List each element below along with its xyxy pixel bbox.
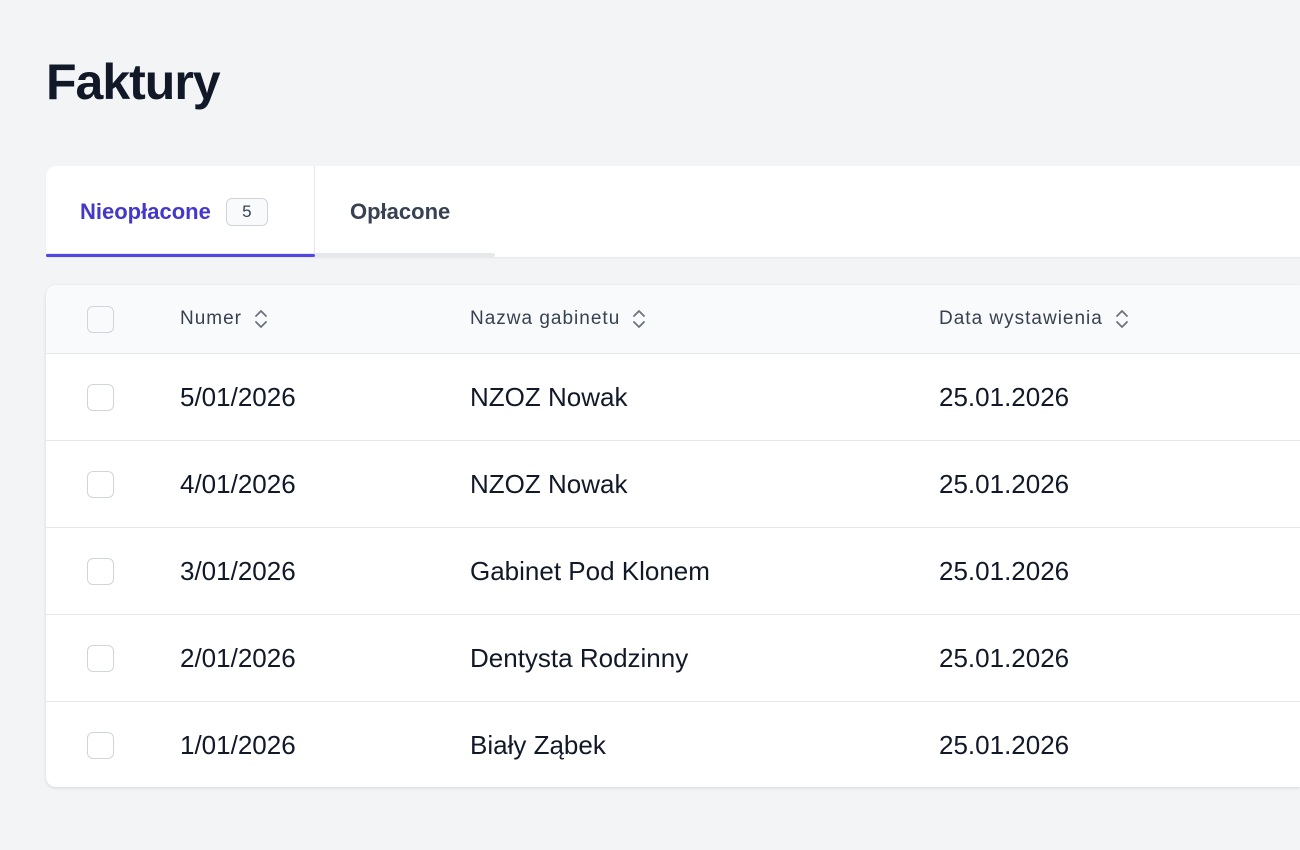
- column-header-name-label: Nazwa gabinetu: [470, 308, 621, 329]
- invoice-number: 5/01/2026: [180, 381, 296, 412]
- row-checkbox[interactable]: [87, 384, 114, 411]
- table-row[interactable]: 5/01/2026 NZOZ Nowak 25.01.2026: [46, 354, 1300, 441]
- issue-date: 25.01.2026: [939, 468, 1070, 499]
- invoice-number: 2/01/2026: [180, 642, 296, 673]
- clinic-name: NZOZ Nowak: [470, 381, 628, 412]
- issue-date: 25.01.2026: [939, 381, 1070, 412]
- sort-icon: [255, 310, 267, 328]
- page-title: Faktury: [46, 54, 221, 110]
- table-row[interactable]: 1/01/2026 Biały Ząbek 25.01.2026: [46, 702, 1300, 787]
- clinic-name: Dentysta Rodzinny: [470, 642, 689, 673]
- column-header-date[interactable]: Data wystawienia: [939, 307, 1131, 331]
- invoices-table: Numer Nazwa gabinetu Data wystawienia: [46, 285, 1300, 787]
- table-row[interactable]: 4/01/2026 NZOZ Nowak 25.01.2026: [46, 441, 1300, 528]
- tab-unpaid-label: Nieopłacone: [80, 198, 211, 224]
- invoice-number: 1/01/2026: [180, 729, 296, 760]
- sort-icon: [633, 310, 646, 328]
- column-header-number-label: Numer: [180, 308, 243, 329]
- tab-unpaid[interactable]: Nieopłacone 5: [46, 166, 315, 257]
- clinic-name: NZOZ Nowak: [470, 468, 628, 499]
- issue-date: 25.01.2026: [939, 555, 1070, 586]
- table-row[interactable]: 2/01/2026 Dentysta Rodzinny 25.01.2026: [46, 615, 1300, 702]
- tab-unpaid-count-badge: 5: [225, 197, 268, 226]
- column-header-date-label: Data wystawienia: [939, 308, 1103, 329]
- tab-paid[interactable]: Opłacone: [315, 166, 450, 257]
- issue-date: 25.01.2026: [939, 729, 1070, 760]
- clinic-name: Gabinet Pod Klonem: [470, 555, 710, 586]
- invoice-tabs: Nieopłacone 5 Opłacone: [46, 166, 1300, 257]
- row-checkbox[interactable]: [87, 732, 114, 759]
- sort-icon: [1115, 310, 1128, 328]
- row-checkbox[interactable]: [87, 471, 114, 498]
- row-checkbox[interactable]: [87, 645, 114, 672]
- clinic-name: Biały Ząbek: [470, 729, 606, 760]
- table-row[interactable]: 3/01/2026 Gabinet Pod Klonem 25.01.2026: [46, 528, 1300, 615]
- column-header-number[interactable]: Numer: [180, 307, 270, 331]
- select-all-checkbox[interactable]: [87, 306, 114, 333]
- column-header-name[interactable]: Nazwa gabinetu: [470, 307, 648, 331]
- row-checkbox[interactable]: [87, 558, 114, 585]
- invoice-number: 3/01/2026: [180, 555, 296, 586]
- table-header: Numer Nazwa gabinetu Data wystawienia: [46, 285, 1300, 354]
- tab-paid-label: Opłacone: [350, 198, 451, 224]
- invoice-number: 4/01/2026: [180, 468, 296, 499]
- issue-date: 25.01.2026: [939, 642, 1070, 673]
